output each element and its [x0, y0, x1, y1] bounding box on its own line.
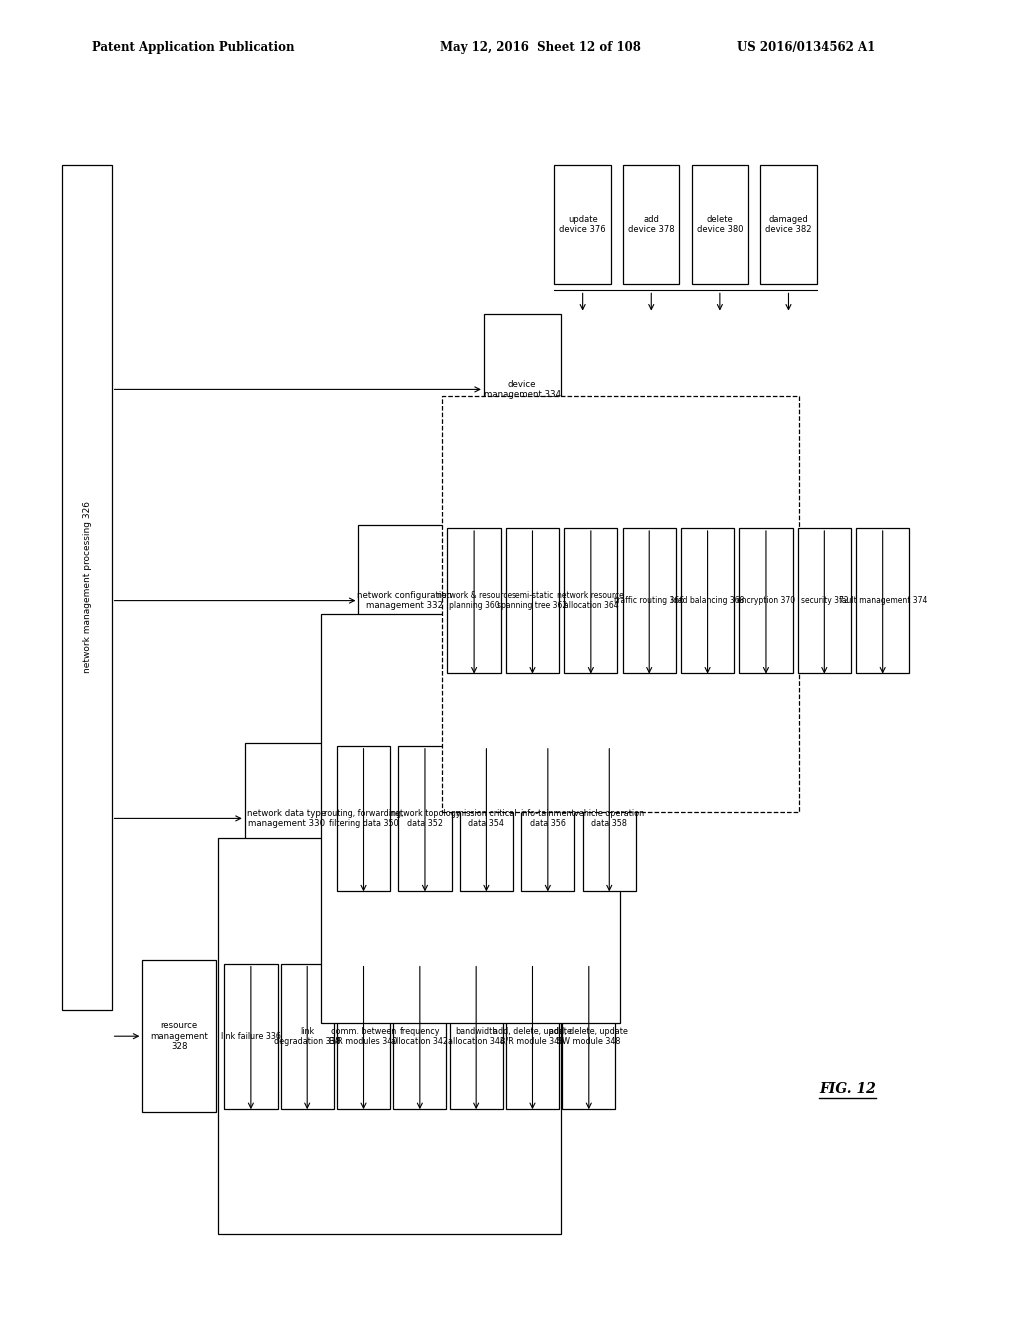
- Text: comm. between
B/R modules 340: comm. between B/R modules 340: [330, 1027, 397, 1045]
- Text: fault management 374: fault management 374: [839, 597, 927, 605]
- FancyBboxPatch shape: [856, 528, 909, 673]
- FancyBboxPatch shape: [224, 964, 278, 1109]
- FancyBboxPatch shape: [245, 742, 329, 895]
- Text: add, delete, update
B/R module 346: add, delete, update B/R module 346: [493, 1027, 572, 1045]
- FancyBboxPatch shape: [681, 528, 734, 673]
- Text: semi-static
spanning tree 362: semi-static spanning tree 362: [498, 591, 567, 610]
- Text: info-tainment
data 356: info-tainment data 356: [520, 809, 575, 828]
- Text: network & resource
planning 360: network & resource planning 360: [436, 591, 512, 610]
- FancyBboxPatch shape: [218, 838, 561, 1234]
- FancyBboxPatch shape: [447, 528, 501, 673]
- Text: load balancing 368: load balancing 368: [671, 597, 744, 605]
- Text: Patent Application Publication: Patent Application Publication: [92, 41, 295, 54]
- Text: US 2016/0134562 A1: US 2016/0134562 A1: [737, 41, 876, 54]
- Text: bandwidth
allocation 344: bandwidth allocation 344: [447, 1027, 505, 1045]
- Text: FIG. 12: FIG. 12: [819, 1082, 876, 1096]
- FancyBboxPatch shape: [484, 314, 561, 466]
- FancyBboxPatch shape: [506, 528, 559, 673]
- Text: security 372: security 372: [801, 597, 848, 605]
- FancyBboxPatch shape: [62, 165, 112, 1010]
- Text: network configuration
management 332: network configuration management 332: [357, 591, 452, 610]
- Text: frequency
allocation 342: frequency allocation 342: [391, 1027, 449, 1045]
- Text: May 12, 2016  Sheet 12 of 108: May 12, 2016 Sheet 12 of 108: [440, 41, 641, 54]
- FancyBboxPatch shape: [623, 165, 680, 284]
- FancyBboxPatch shape: [321, 614, 620, 1023]
- FancyBboxPatch shape: [562, 964, 615, 1109]
- FancyBboxPatch shape: [281, 964, 334, 1109]
- FancyBboxPatch shape: [739, 528, 793, 673]
- FancyBboxPatch shape: [393, 964, 446, 1109]
- FancyBboxPatch shape: [521, 746, 574, 891]
- FancyBboxPatch shape: [442, 396, 799, 812]
- Text: link failure 336: link failure 336: [221, 1032, 281, 1040]
- Text: mission critical
data 354: mission critical data 354: [456, 809, 517, 828]
- FancyBboxPatch shape: [583, 746, 636, 891]
- Text: link
degradation 338: link degradation 338: [273, 1027, 341, 1045]
- Text: resource
management
328: resource management 328: [151, 1022, 208, 1051]
- Text: damaged
device 382: damaged device 382: [765, 215, 812, 234]
- Text: traffic routing 366: traffic routing 366: [614, 597, 684, 605]
- Text: network topology
data 352: network topology data 352: [390, 809, 460, 828]
- FancyBboxPatch shape: [460, 746, 513, 891]
- FancyBboxPatch shape: [564, 528, 617, 673]
- FancyBboxPatch shape: [398, 746, 452, 891]
- Text: network data type
management 330: network data type management 330: [247, 809, 327, 828]
- Text: network management processing 326: network management processing 326: [83, 502, 91, 673]
- Text: delete
device 380: delete device 380: [696, 215, 743, 234]
- FancyBboxPatch shape: [337, 746, 390, 891]
- FancyBboxPatch shape: [692, 165, 748, 284]
- Text: routing, forwarding,
filtering data 350: routing, forwarding, filtering data 350: [324, 809, 403, 828]
- Text: update
device 376: update device 376: [559, 215, 606, 234]
- FancyBboxPatch shape: [506, 964, 559, 1109]
- FancyBboxPatch shape: [623, 528, 676, 673]
- FancyBboxPatch shape: [337, 964, 390, 1109]
- Text: vehicle operation
data 358: vehicle operation data 358: [574, 809, 644, 828]
- FancyBboxPatch shape: [450, 964, 503, 1109]
- FancyBboxPatch shape: [760, 165, 817, 284]
- Text: encryption 370: encryption 370: [737, 597, 795, 605]
- FancyBboxPatch shape: [798, 528, 851, 673]
- Text: add
device 378: add device 378: [628, 215, 675, 234]
- Text: network resource
allocation 364: network resource allocation 364: [557, 591, 625, 610]
- Text: add, delete, update
SW module 348: add, delete, update SW module 348: [549, 1027, 629, 1045]
- FancyBboxPatch shape: [358, 524, 451, 676]
- Text: device
management 334: device management 334: [483, 380, 561, 399]
- FancyBboxPatch shape: [555, 165, 610, 284]
- FancyBboxPatch shape: [142, 961, 216, 1111]
